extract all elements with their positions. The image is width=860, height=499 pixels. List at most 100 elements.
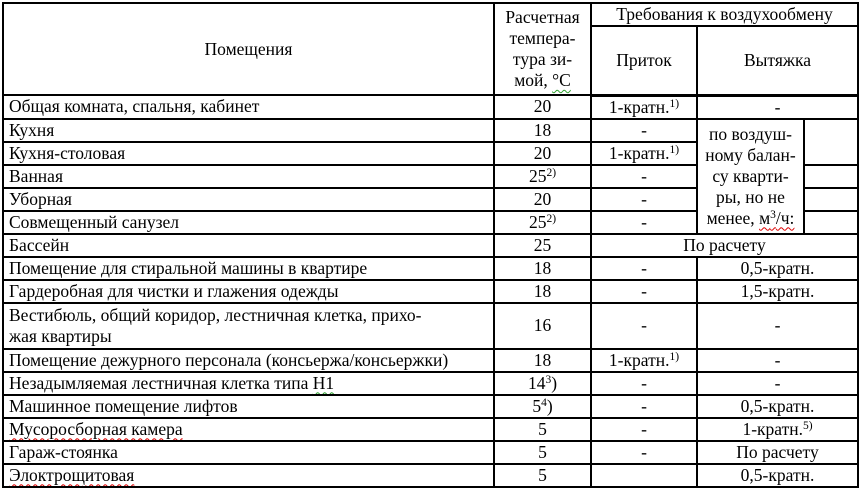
footnote-marker: 1)	[669, 350, 680, 363]
room-name-cell: Общая комната, спальня, кабинет	[2, 94, 495, 120]
room-name-cell: Уборная	[2, 186, 495, 212]
footnote-marker: 1)	[669, 143, 680, 156]
temp-value: 14	[527, 372, 546, 393]
temp-value-cell: 54)	[493, 393, 592, 419]
inflow-value-cell: -	[590, 209, 698, 235]
temp-value-cell: 16	[493, 301, 592, 350]
temp-value-cell: 143)	[493, 370, 592, 396]
inflow-value-cell: -	[590, 370, 698, 396]
inflow-value-cell: 1-кратн.1)	[590, 140, 698, 166]
room-name-cell: Кухня	[2, 117, 495, 143]
table-row: Гараж-стоянка 5 - По расчету	[2, 439, 860, 465]
footnote-marker: 4	[541, 396, 547, 409]
exhaust-note-line: ры, но не	[716, 186, 785, 207]
column-header-temperature: Расчетная темпера- тура зи- мой, °С	[493, 2, 592, 96]
exhaust-value-cell: 0,5-кратн.	[695, 255, 860, 281]
footnote-marker: 5)	[802, 419, 813, 432]
room-name-text: Мусоросборная камера	[9, 418, 183, 439]
table-row: Кухня-столовая 20 1-кратн.1)	[2, 140, 858, 166]
exhaust-note-line: по воздуш-	[709, 123, 792, 144]
air-exchange-combined-cell: По расчету	[589, 232, 860, 258]
table-row: Ванная 252) -	[2, 163, 860, 189]
table-row: Вестибюль, общий коридор, лестничная кле…	[2, 301, 860, 350]
footnote-marker: 2)	[546, 166, 557, 179]
air-exchange-requirements-table: Помещения Расчетная темпера- тура зи- мо…	[2, 2, 860, 488]
temp-value-cell: 18	[493, 255, 592, 281]
exhaust-value-cell: По расчету	[695, 439, 860, 465]
table-row: Кухня 18 - по воздуш- ному балан- су ква…	[2, 117, 860, 235]
exhaust-amount-cell	[802, 209, 860, 235]
room-name-cell: Бассейн	[2, 232, 495, 258]
stair-type-label: Н1	[312, 372, 335, 393]
exhaust-merged-note-cell: по воздуш- ному балан- су кварти- ры, но…	[696, 117, 805, 235]
temp-header-line: темпера-	[509, 28, 576, 48]
exhaust-note-line: менее,	[706, 207, 760, 228]
table-row: Гардеробная для чистки и глажения одежды…	[2, 278, 860, 304]
inflow-value-cell: -	[590, 186, 698, 212]
column-header-exhaust: Вытяжка	[695, 25, 860, 97]
temp-value-cell: 18	[493, 117, 592, 143]
inflow-value-cell: -	[590, 439, 698, 465]
room-name-cell: Незадымляемая лестничная клетка типа Н1	[2, 370, 495, 396]
cubic-meters-per-hour-label: м3/ч:	[759, 207, 795, 228]
room-name-line: Вестибюль, общий коридор, лестничная кле…	[9, 304, 422, 325]
exhaust-value-cell: -	[695, 347, 860, 373]
table-row: Элоктрощитовая 5 0,5-кратн.	[2, 462, 860, 488]
room-name-cell: Мусоросборная камера	[2, 416, 495, 442]
table-row: Помещение для стиральной машины в кварти…	[2, 255, 860, 281]
temp-value-cell: 252)	[493, 209, 592, 235]
table-row: Незадымляемая лестничная клетка типа Н1 …	[2, 370, 860, 396]
inflow-value-cell: -	[590, 255, 698, 281]
exhaust-amount-cell	[802, 186, 860, 212]
table-row: Помещение дежурного персонала (консьержа…	[2, 347, 860, 373]
temp-value-cell: 25	[493, 232, 592, 258]
table-row: Мусоросборная камера 5 - 1-кратн.5)	[2, 416, 860, 442]
temp-value-cell: 5	[493, 416, 592, 442]
footnote-marker: 3	[545, 373, 552, 386]
room-name-cell: Вестибюль, общий коридор, лестничная кле…	[2, 301, 495, 350]
table-row: Совмещенный санузел 252) -	[2, 209, 860, 235]
table-row: Общая комната, спальня, кабинет 20 1-кра…	[2, 94, 860, 120]
inflow-value-cell: 1-кратн.1)	[590, 94, 698, 120]
room-name-cell: Помещение для стиральной машины в кварти…	[2, 255, 495, 281]
temp-header-line: тура зи-	[512, 49, 573, 69]
exhaust-note-line: ному балан-	[705, 144, 796, 165]
inflow-value-cell: -	[590, 393, 698, 419]
room-name-line: жая квартиры	[9, 325, 112, 346]
footnote-marker: 1)	[669, 97, 680, 110]
inflow-value-cell: -	[590, 301, 698, 350]
table-row: Машинное помещение лифтов 54) - 0,5-крат…	[2, 393, 860, 419]
column-header-air-exchange: Требования к воздухообмену	[589, 2, 860, 27]
column-header-inflow: Приток	[590, 25, 698, 97]
temp-value-cell: 18	[493, 278, 592, 304]
temp-value: 25	[528, 165, 547, 186]
temp-value-cell: 5	[493, 439, 592, 465]
temp-value-cell: 20	[493, 140, 592, 166]
exhaust-amount-cell	[802, 117, 860, 166]
room-name-cell: Помещение дежурного персонала (консьержа…	[2, 347, 495, 373]
exhaust-amount-cell	[802, 163, 860, 189]
inflow-value-cell: -	[590, 416, 698, 442]
room-name-cell: Гардеробная для чистки и глажения одежды	[2, 278, 495, 304]
header-row-1: Помещения Расчетная темпера- тура зи- мо…	[2, 2, 860, 96]
table-row: Бассейн 25 По расчету	[2, 232, 860, 258]
table-row: Уборная 20 -	[2, 186, 860, 212]
exhaust-value: 1-кратн.	[742, 418, 803, 439]
room-name-text: Элоктрощитовая	[9, 464, 135, 485]
inflow-value-cell: -	[590, 278, 698, 304]
inflow-value-cell	[590, 462, 698, 488]
inflow-value: 1-кратн.	[608, 96, 670, 117]
exhaust-value-cell: -	[695, 94, 860, 120]
temp-value-cell: 20	[493, 186, 592, 212]
room-name-cell: Элоктрощитовая	[2, 462, 495, 488]
temp-value-cell: 252)	[493, 163, 592, 189]
degrees-celsius-label: °С	[552, 70, 571, 90]
temp-value-cell: 5	[493, 462, 592, 488]
inflow-value-cell: 1-кратн.1)	[590, 347, 698, 373]
room-name-text: Незадымляемая лестничная клетка типа	[9, 372, 313, 393]
exhaust-value-cell: 1,5-кратн.	[695, 278, 860, 304]
exhaust-value-cell: 0,5-кратн.	[695, 462, 860, 488]
room-name-cell: Совмещенный санузел	[2, 209, 495, 235]
inflow-value-cell: -	[590, 117, 698, 143]
temp-value-cell: 20	[493, 94, 592, 120]
